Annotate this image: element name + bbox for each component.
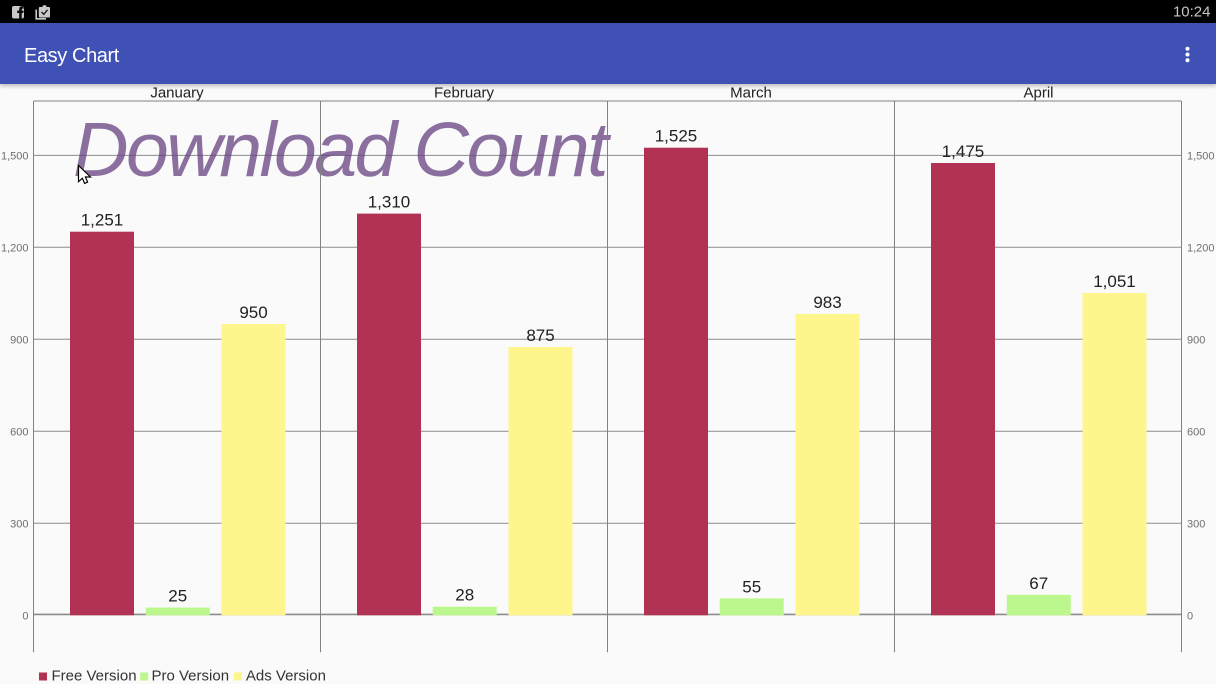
- svg-text:Download Count: Download Count: [73, 107, 612, 193]
- svg-text:600: 600: [10, 426, 28, 438]
- svg-text:55: 55: [742, 577, 761, 596]
- svg-text:1,200: 1,200: [1187, 242, 1215, 254]
- svg-text:300: 300: [10, 518, 28, 530]
- svg-text:Pro Version: Pro Version: [152, 668, 230, 684]
- svg-text:April: April: [1023, 85, 1053, 102]
- svg-text:600: 600: [1187, 426, 1205, 438]
- svg-text:1,525: 1,525: [655, 127, 698, 146]
- svg-text:February: February: [434, 85, 495, 102]
- svg-text:1,500: 1,500: [1187, 150, 1215, 162]
- svg-text:875: 875: [526, 326, 554, 345]
- svg-text:0: 0: [1187, 610, 1193, 622]
- svg-text:28: 28: [455, 586, 474, 605]
- svg-text:Ads Version: Ads Version: [246, 668, 326, 684]
- svg-text:1,475: 1,475: [942, 142, 985, 161]
- svg-text:900: 900: [1187, 334, 1205, 346]
- svg-text:10:24: 10:24: [1173, 4, 1211, 21]
- svg-text:Free Version: Free Version: [52, 668, 137, 684]
- svg-text:Easy Chart: Easy Chart: [24, 45, 120, 67]
- svg-text:1,200: 1,200: [1, 242, 29, 254]
- svg-text:1,051: 1,051: [1093, 272, 1136, 291]
- svg-text:900: 900: [10, 334, 28, 346]
- svg-text:March: March: [730, 85, 772, 102]
- svg-text:1,500: 1,500: [1, 150, 29, 162]
- svg-text:1,251: 1,251: [81, 211, 124, 230]
- svg-text:67: 67: [1029, 574, 1048, 593]
- svg-text:January: January: [150, 85, 204, 102]
- svg-text:983: 983: [813, 293, 841, 312]
- svg-text:300: 300: [1187, 518, 1205, 530]
- svg-text:1,310: 1,310: [368, 193, 411, 212]
- svg-text:0: 0: [22, 610, 28, 622]
- svg-text:25: 25: [168, 587, 187, 606]
- svg-text:950: 950: [239, 303, 267, 322]
